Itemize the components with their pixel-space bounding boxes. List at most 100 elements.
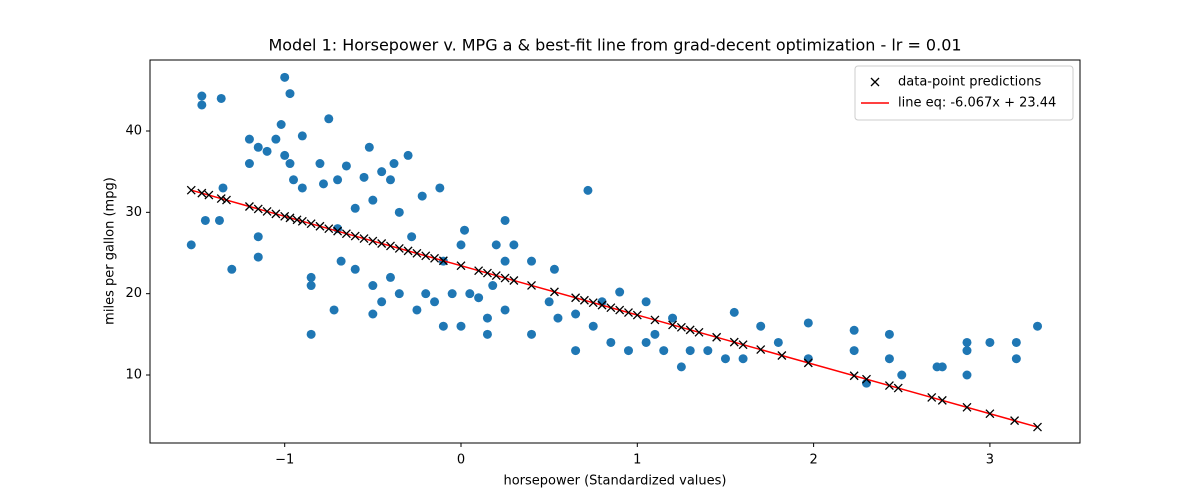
prediction-point [927,392,937,402]
prediction-point [1033,422,1042,432]
data-point [606,337,616,347]
data-point [435,183,445,193]
data-point [368,195,378,205]
data-point [403,150,413,160]
prediction-point [430,253,440,263]
data-point [271,134,281,144]
data-point [200,215,210,225]
data-point [509,240,519,250]
data-point [197,100,207,110]
y-tick-label: 20 [125,286,142,301]
prediction-point [803,358,813,368]
data-point [227,264,237,274]
data-point [333,175,343,185]
data-point [1011,354,1021,364]
prediction-point [350,231,360,241]
data-point [306,281,316,291]
chart-title: Model 1: Horsepower v. MPG a & best-fit … [268,36,961,55]
data-point [306,272,316,282]
data-point [214,215,224,225]
fit-line [191,189,1038,428]
data-point [962,337,972,347]
prediction-point [474,266,484,276]
data-point [329,305,339,315]
prediction-point [377,239,387,248]
data-point [186,240,196,250]
data-point [394,289,404,299]
prediction-point [632,310,642,320]
data-point [676,362,686,372]
prediction-point [849,371,859,381]
data-point [253,232,263,242]
data-point [668,313,678,323]
data-point [703,346,713,356]
prediction-point [403,246,413,256]
prediction-point [292,215,302,225]
data-point [756,321,766,331]
prediction-point [222,195,231,205]
data-point [407,232,417,242]
legend-label: line eq: -6.067x + 23.44 [898,96,1056,111]
prediction-point [676,322,686,332]
prediction-point [297,216,307,226]
data-point [456,321,466,331]
prediction-point [394,243,404,253]
data-point [500,305,510,315]
data-point [297,131,307,141]
x-tick-label: 3 [986,453,994,468]
prediction-point [615,305,625,315]
data-point [962,370,972,380]
prediction-point [204,190,214,200]
prediction-point [729,337,739,347]
data-point [962,346,972,356]
prediction-point [685,325,695,335]
prediction-point [527,280,536,290]
data-point [482,329,492,339]
data-point [456,240,466,250]
data-point [641,337,651,347]
data-point [729,307,739,317]
prediction-point [491,271,501,280]
data-point [216,93,226,103]
prediction-point [216,194,226,204]
x-tick-label: 0 [457,453,465,468]
prediction-point [482,268,492,278]
data-point [364,142,374,152]
data-point [849,325,859,335]
data-point [544,297,554,307]
prediction-point [262,206,272,216]
data-point [583,185,593,195]
data-point [297,183,307,193]
prediction-point [500,273,510,283]
prediction-point [893,383,903,393]
data-point [350,264,360,274]
data-point [341,161,351,171]
prediction-point [985,409,995,419]
data-point [650,329,660,339]
data-point [412,305,422,315]
data-point [377,167,387,177]
data-point [318,179,328,189]
data-point [588,321,598,331]
prediction-point [1010,416,1020,426]
x-tick-label: 1 [633,453,641,468]
data-point [197,91,207,101]
data-point [447,289,457,299]
data-point [276,119,286,129]
prediction-point [438,256,448,266]
prediction-point [862,374,871,384]
data-point [218,183,228,193]
data-point [527,329,537,339]
data-point [773,337,783,347]
data-point [849,346,859,356]
data-point [553,313,563,323]
y-axis-label: miles per gallon (mpg) [103,177,118,325]
prediction-point [368,236,378,246]
data-point [897,370,907,380]
prediction-point [271,209,281,219]
prediction-point [650,315,660,325]
prediction-point [777,351,787,360]
data-point [571,309,581,319]
prediction-point [197,188,207,198]
